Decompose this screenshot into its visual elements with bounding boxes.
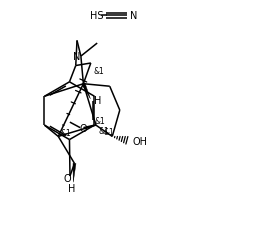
Text: H: H: [68, 183, 76, 193]
Text: N: N: [130, 11, 138, 21]
Text: &1: &1: [93, 67, 104, 76]
Text: N: N: [73, 52, 80, 62]
Text: &1: &1: [61, 129, 71, 138]
Text: O: O: [79, 123, 87, 133]
Text: HS: HS: [89, 11, 103, 21]
Text: &1: &1: [98, 126, 109, 135]
Polygon shape: [73, 164, 76, 182]
Text: OH: OH: [132, 136, 147, 146]
Text: H: H: [94, 96, 101, 106]
Polygon shape: [82, 84, 90, 99]
Text: &1: &1: [104, 128, 114, 136]
Text: O: O: [63, 174, 71, 184]
Text: &1: &1: [95, 116, 106, 125]
